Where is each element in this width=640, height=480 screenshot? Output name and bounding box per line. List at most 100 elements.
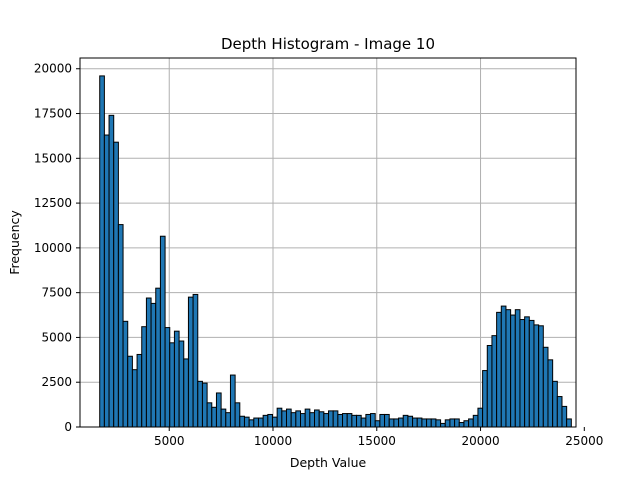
- histogram-bar-42: [295, 410, 302, 428]
- histogram-bar-83: [486, 344, 493, 428]
- histogram-bar-93: [533, 324, 540, 428]
- histogram-bar-8: [136, 353, 143, 428]
- histogram-bar-88: [510, 314, 516, 428]
- histogram-bar-34: [257, 417, 264, 428]
- histogram-bar-10: [145, 297, 152, 428]
- histogram-bar-41: [290, 412, 297, 428]
- histogram-bar-81: [477, 407, 484, 428]
- histogram-bar-62: [388, 418, 395, 428]
- histogram-bar-27: [225, 412, 231, 428]
- histogram-bar-59: [374, 420, 381, 428]
- histogram-bar-98: [556, 396, 563, 428]
- x-tick-label-3: 20000: [461, 434, 499, 448]
- histogram-bar-38: [276, 407, 283, 428]
- histogram-bar-69: [421, 418, 428, 428]
- chart-title: Depth Histogram - Image 10: [221, 35, 435, 53]
- x-tick-label-4: 25000: [565, 434, 603, 448]
- x-tick-label-0: 5000: [154, 434, 185, 448]
- histogram-bar-44: [304, 408, 311, 428]
- histogram-bar-51: [337, 413, 344, 428]
- histogram-bar-77: [458, 422, 465, 428]
- histogram-bar-30: [239, 415, 245, 428]
- histogram-bar-28: [229, 374, 236, 428]
- histogram-bar-31: [243, 416, 250, 428]
- histogram-bar-58: [370, 413, 376, 428]
- histogram-bar-55: [356, 414, 362, 428]
- y-tick-label-3: 7500: [41, 286, 72, 300]
- histogram-bar-78: [463, 420, 470, 428]
- y-tick-label-4: 10000: [34, 241, 72, 255]
- histogram-bar-23: [206, 402, 213, 428]
- x-axis-label: Depth Value: [290, 455, 367, 470]
- histogram-bar-70: [426, 418, 432, 428]
- x-tick-label-2: 15000: [358, 434, 396, 448]
- histogram-bar-100: [566, 418, 572, 428]
- histogram-bar-97: [552, 380, 558, 428]
- histogram-bar-21: [197, 380, 203, 428]
- histogram-bar-96: [547, 359, 554, 428]
- histogram-bar-32: [248, 419, 255, 428]
- histogram-bar-0: [99, 75, 105, 428]
- histogram-bar-65: [402, 414, 409, 428]
- histogram-bar-71: [430, 418, 437, 428]
- histogram-bar-43: [300, 413, 306, 428]
- histogram-bar-85: [496, 311, 502, 428]
- histogram-bar-24: [211, 406, 217, 428]
- histogram-bar-17: [178, 340, 185, 428]
- histogram-bar-90: [519, 319, 526, 428]
- histogram-bar-35: [262, 414, 269, 428]
- histogram-bar-91: [524, 316, 530, 428]
- histogram-bar-25: [215, 392, 222, 428]
- histogram-bar-52: [342, 413, 348, 428]
- histogram-bar-67: [412, 417, 418, 428]
- histogram-bar-76: [454, 418, 460, 428]
- histogram-bar-3: [113, 141, 119, 428]
- histogram-bar-46: [314, 409, 320, 428]
- histogram-bar-86: [500, 305, 507, 428]
- histogram-bar-60: [379, 413, 386, 428]
- histogram-bar-95: [542, 346, 549, 428]
- histogram-bar-5: [122, 320, 129, 428]
- histogram-bar-53: [346, 413, 353, 428]
- histogram-bar-6: [127, 355, 133, 428]
- y-tick-label-1: 2500: [41, 375, 72, 389]
- x-tick-label-1: 10000: [254, 434, 292, 448]
- histogram-bar-36: [267, 413, 273, 428]
- histogram-bar-13: [159, 235, 166, 428]
- histogram-bar-7: [131, 369, 138, 428]
- y-tick-label-8: 20000: [34, 62, 72, 76]
- histogram-bar-63: [393, 418, 400, 428]
- histogram-bar-39: [281, 410, 287, 428]
- histogram-bar-73: [440, 422, 446, 428]
- histogram-bar-92: [528, 319, 535, 428]
- histogram-bar-56: [360, 417, 367, 428]
- histogram-bar-54: [351, 414, 358, 428]
- histogram-bar-66: [407, 415, 414, 428]
- histogram-bar-18: [183, 358, 189, 428]
- histogram-bar-4: [117, 224, 124, 428]
- histogram-bar-22: [201, 382, 208, 428]
- y-tick-label-2: 5000: [41, 330, 72, 344]
- histogram-bar-64: [398, 417, 404, 428]
- histogram-bar-40: [285, 408, 292, 428]
- histogram-bar-11: [150, 302, 157, 428]
- y-tick-label-5: 12500: [34, 196, 72, 210]
- histogram-bar-37: [271, 416, 278, 428]
- histogram-bar-68: [416, 417, 423, 428]
- histogram-bar-15: [169, 342, 175, 428]
- histogram-bar-84: [491, 335, 498, 428]
- histogram-bar-29: [234, 402, 241, 428]
- y-tick-label-0: 0: [64, 420, 72, 434]
- histogram-bar-74: [444, 419, 451, 428]
- histogram-bar-87: [505, 309, 512, 428]
- histogram-bar-79: [468, 418, 474, 428]
- histogram-bars: [99, 75, 572, 428]
- histogram-bar-75: [449, 418, 456, 428]
- y-tick-label-6: 15000: [34, 151, 72, 165]
- histogram-bar-57: [365, 413, 372, 428]
- histogram-bar-14: [164, 327, 171, 428]
- histogram-bar-45: [309, 412, 316, 428]
- x-axis-ticks: 5000 10000 15000 20000 25000: [154, 427, 603, 448]
- histogram-bar-80: [472, 414, 479, 428]
